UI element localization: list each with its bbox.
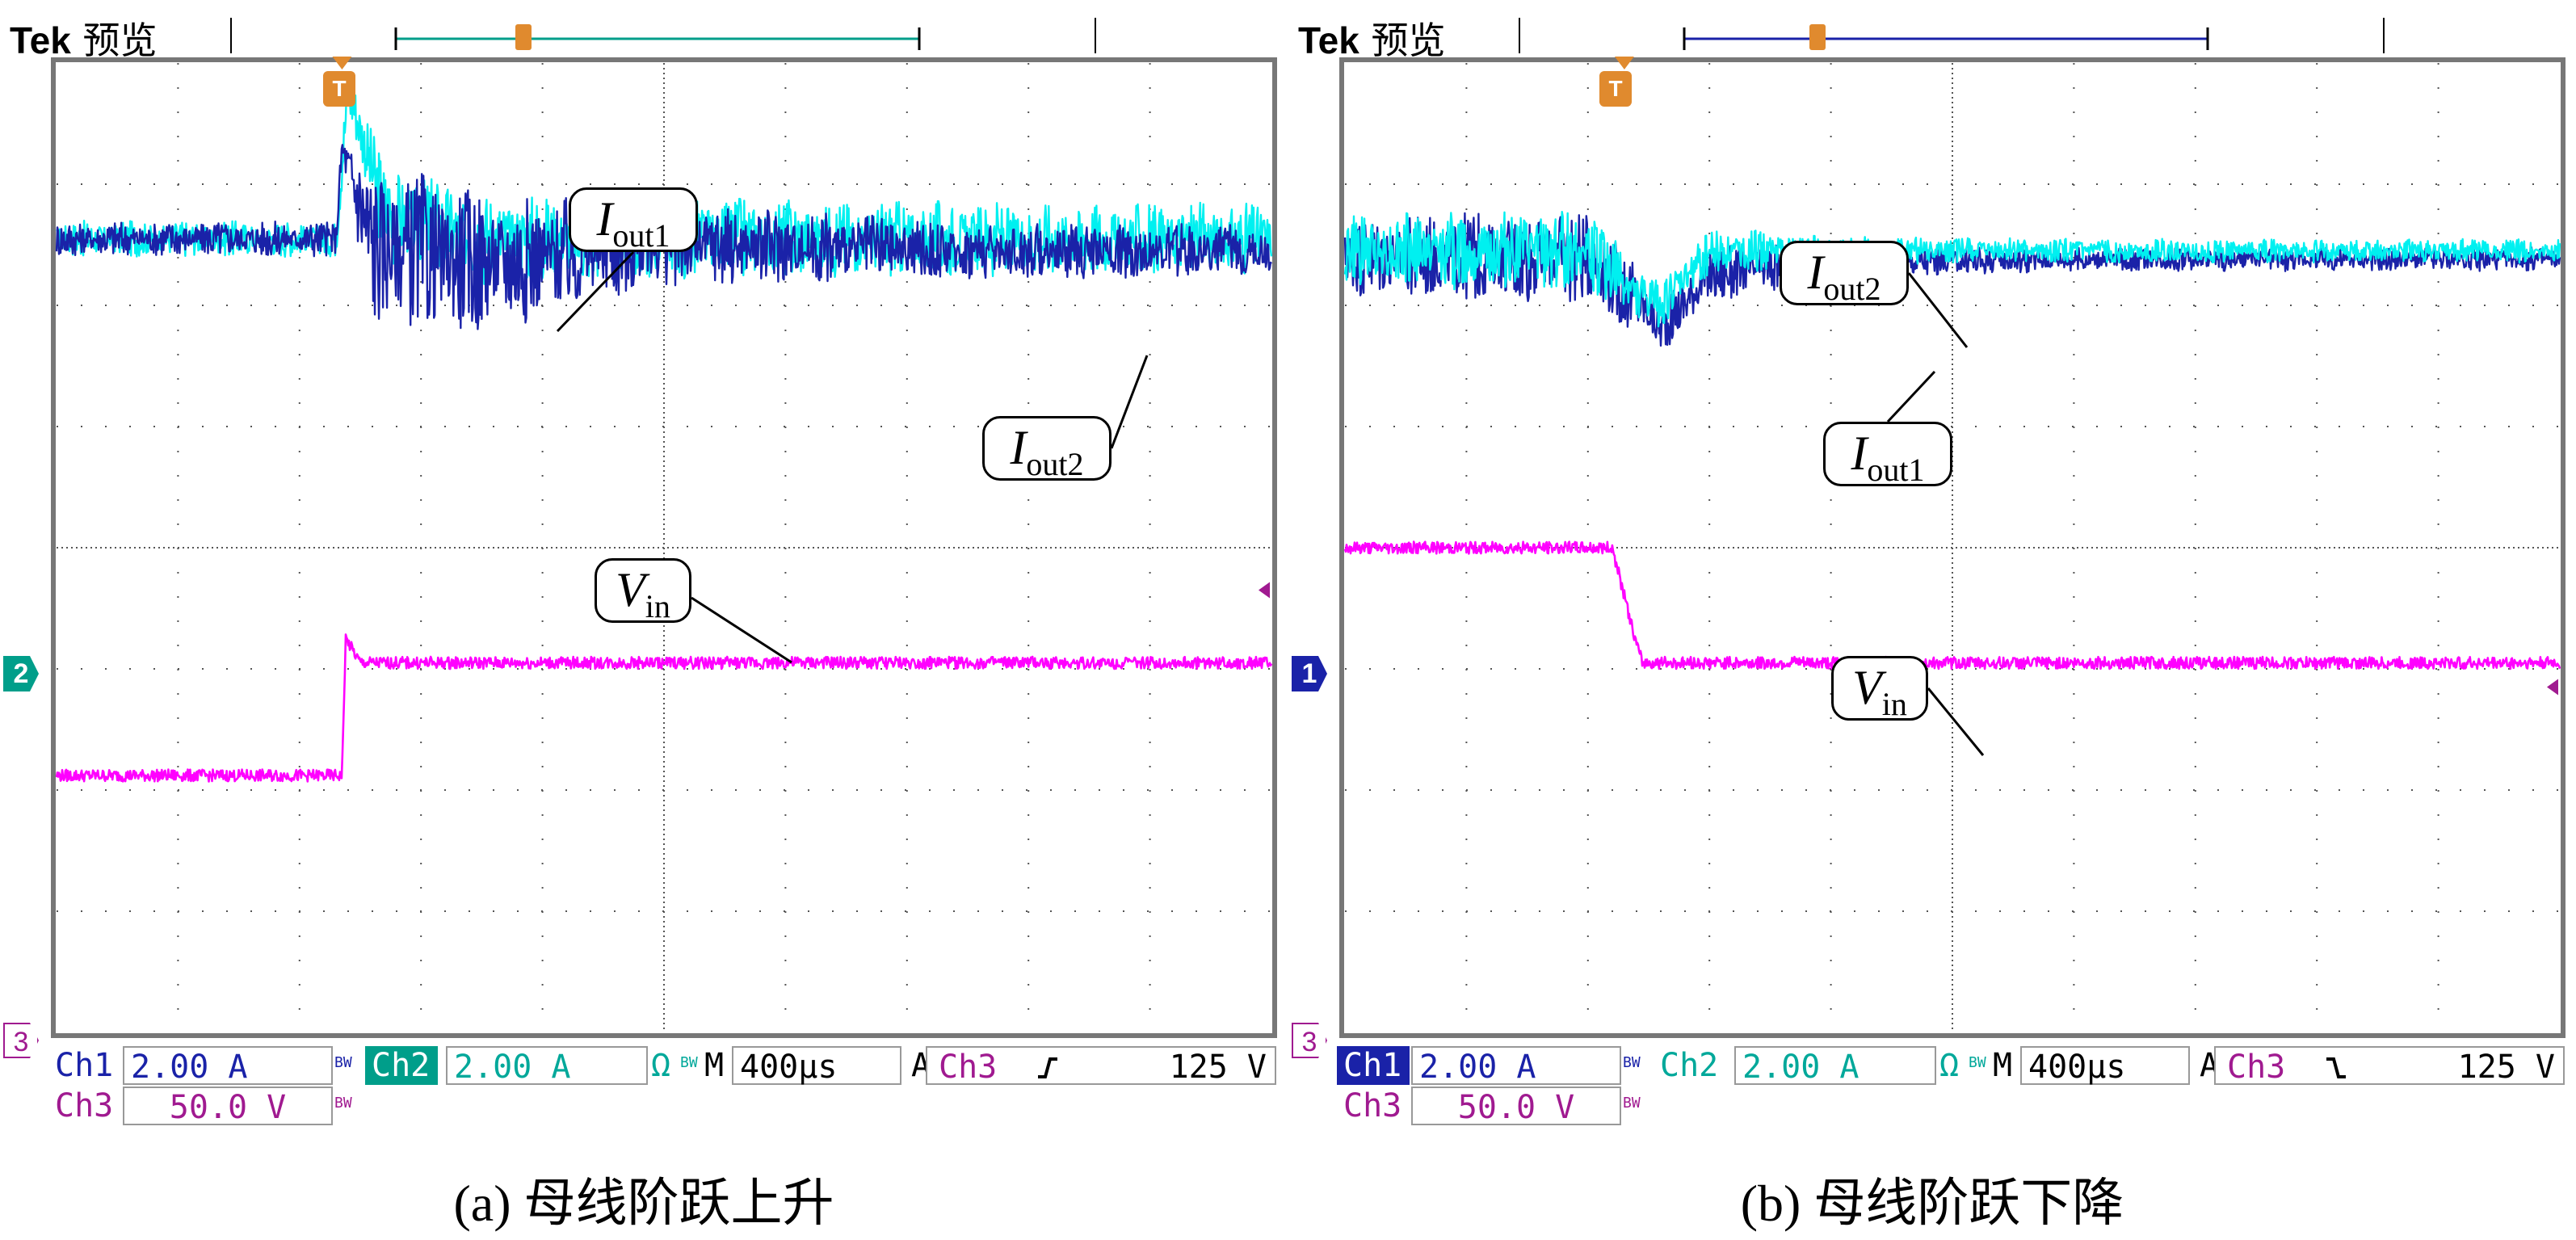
- series-vin-trace: [1343, 540, 2561, 670]
- ch2-impedance: Ω: [651, 1047, 671, 1084]
- logo: Tek: [1298, 19, 1359, 61]
- callout-leader-line: [1907, 272, 1969, 348]
- trigger-position-marker: T: [1599, 71, 1632, 107]
- callout-leader-line: [556, 250, 635, 333]
- logo: Tek: [10, 19, 71, 61]
- trigger-position-marker: T: [323, 71, 355, 107]
- status-bar-row1: Ch1 2.00 A BW Ch2 2.00 A Ω BW M 400µs A …: [1337, 1046, 2565, 1086]
- callout-subscript: out2: [1823, 271, 1881, 307]
- callout-symbol: V: [1852, 661, 1882, 714]
- ch3-label: Ch3: [55, 1087, 114, 1124]
- callout-subscript: out1: [612, 217, 670, 254]
- ch2-label: Ch2: [1660, 1047, 1719, 1084]
- trigger-level: 125 V: [1169, 1049, 1267, 1086]
- iout2-callout: Iout2: [982, 416, 1112, 482]
- ch3-label: Ch3: [1343, 1087, 1402, 1124]
- bw-limit-badge: BW: [1623, 1054, 1641, 1071]
- bw-limit-badge: BW: [1623, 1095, 1641, 1112]
- iout1-callout: Iout1: [569, 187, 698, 254]
- callout-subscript: in: [645, 588, 670, 624]
- iout2-callout: Iout2: [1780, 241, 1909, 307]
- trigger-source: Ch3: [939, 1049, 998, 1086]
- scope-panel-a: Tek 预览 T 2 3 Iout1 Iout2 Vin Ch1 2.00 A …: [0, 0, 1288, 1232]
- callout-leader-line: [1927, 687, 1985, 756]
- bw-limit-badge: BW: [680, 1054, 698, 1071]
- header-divider: [1519, 18, 1520, 53]
- timebase-label: M: [1993, 1047, 2013, 1084]
- callout-symbol: I: [1851, 427, 1868, 480]
- vin-callout: Vin: [595, 558, 691, 624]
- ch1-scale: 2.00 A: [1411, 1046, 1621, 1086]
- trigger-box: Ch3 125 V: [2214, 1046, 2565, 1086]
- trigger-arrow-icon: [332, 57, 352, 69]
- ch1-scale: 2.00 A: [123, 1046, 333, 1086]
- trigger-source: Ch3: [2227, 1049, 2286, 1086]
- callout-symbol: I: [1807, 246, 1824, 299]
- caption-b: (b) 母线阶跃下降: [1740, 1175, 2124, 1232]
- trigger-window-marker: [515, 24, 532, 50]
- series-vin-trace: [55, 633, 1273, 783]
- trigger-arrow-icon: [1614, 57, 1634, 69]
- ch3-scale: 50.0 V: [1411, 1087, 1621, 1126]
- callout-subscript: out1: [1867, 452, 1925, 488]
- header-divider: [2383, 18, 2385, 53]
- callout-subscript: out2: [1026, 446, 1084, 482]
- scope-header: Tek 预览: [10, 11, 157, 65]
- trigger-window-marker: [1809, 24, 1826, 50]
- bw-limit-badge: BW: [1969, 1054, 1986, 1071]
- trigger-level-icon: [1259, 582, 1270, 599]
- callout-leader-line: [691, 596, 792, 664]
- bw-limit-badge: BW: [334, 1095, 352, 1112]
- ch1-ground-marker: 1: [1292, 656, 1327, 691]
- trigger-level-icon: [2547, 679, 2558, 696]
- ch2-scale: 2.00 A: [446, 1046, 648, 1086]
- series-iout2-trace: [1343, 211, 2561, 328]
- caption-a: (a) 母线阶跃上升: [453, 1175, 834, 1232]
- ch1-label: Ch1: [1337, 1046, 1410, 1085]
- ch2-label: Ch2: [365, 1046, 438, 1085]
- ch3-scale: 50.0 V: [123, 1087, 333, 1126]
- trigger-level: 125 V: [2457, 1049, 2555, 1086]
- status-bar-row2: Ch3 50.0 V BW: [1337, 1087, 1660, 1126]
- timebase-label: M: [704, 1047, 725, 1084]
- ch2-scale: 2.00 A: [1734, 1046, 1936, 1086]
- callout-symbol: V: [616, 563, 645, 616]
- mode-label: 预览: [1371, 19, 1446, 62]
- trigger-box: Ch3 125 V: [926, 1046, 1276, 1086]
- falling-edge-icon: [2326, 1057, 2346, 1078]
- timebase-value: 400µs: [732, 1046, 901, 1086]
- ch3-ground-marker: 3: [1292, 1023, 1327, 1058]
- callout-symbol: I: [596, 192, 613, 246]
- rising-edge-icon: [1038, 1057, 1057, 1078]
- ch2-impedance: Ω: [1939, 1047, 1960, 1084]
- callout-leader-line: [1110, 355, 1149, 449]
- status-bar-row2: Ch3 50.0 V BW: [48, 1087, 372, 1126]
- scope-panel-b: Tek 预览 T 1 3 Iout2 Iout1 Vin Ch1 2.00 A …: [1288, 0, 2576, 1232]
- scope-header: Tek 预览: [1298, 11, 1445, 65]
- status-bar-row1: Ch1 2.00 A BW Ch2 2.00 A Ω BW M 400µs A …: [48, 1046, 1276, 1086]
- callout-subscript: in: [1881, 686, 1907, 722]
- scope-display: [1339, 24, 2565, 1038]
- ch3-ground-marker: 3: [3, 1023, 39, 1058]
- callout-leader-line: [1886, 370, 1936, 423]
- timebase-value: 400µs: [2020, 1046, 2190, 1086]
- ch1-label: Ch1: [55, 1047, 114, 1084]
- vin-callout: Vin: [1831, 656, 1928, 722]
- bw-limit-badge: BW: [334, 1054, 352, 1071]
- iout1-callout: Iout1: [1823, 422, 1952, 488]
- header-divider: [1095, 18, 1096, 53]
- header-divider: [230, 18, 232, 53]
- callout-symbol: I: [1010, 421, 1027, 474]
- mode-label: 预览: [82, 19, 158, 62]
